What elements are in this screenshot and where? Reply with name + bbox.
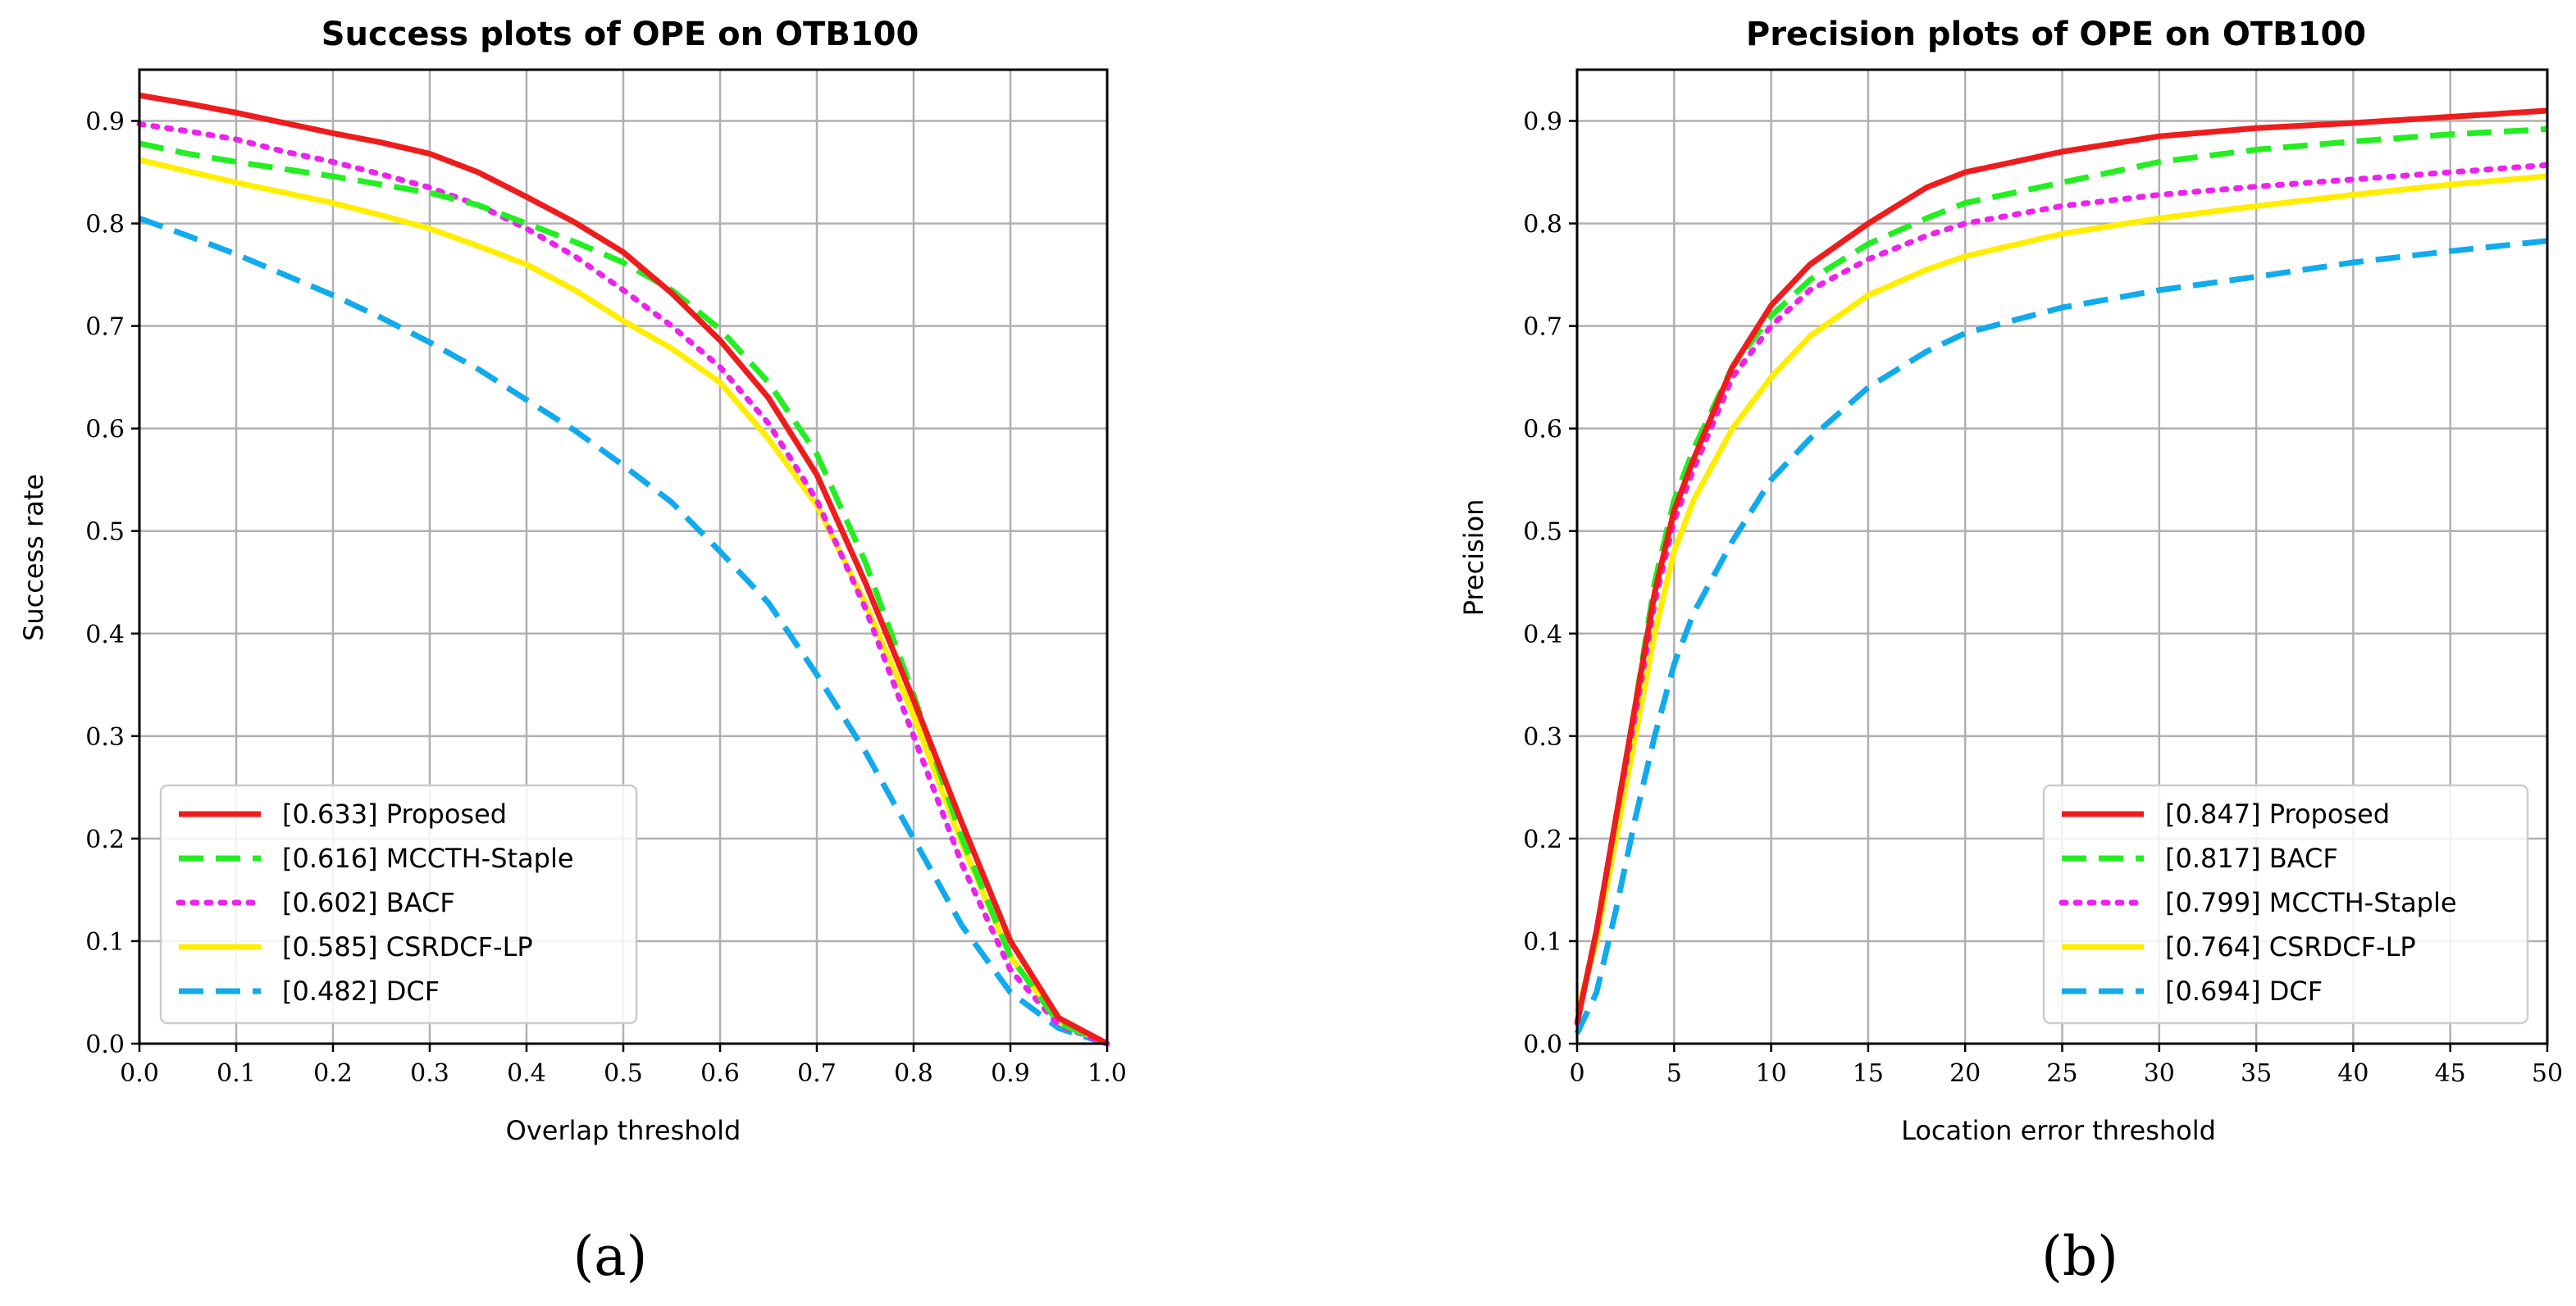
y-tick-label: 0.5 — [85, 518, 125, 547]
success-plot-legend: [0.633] Proposed [0.616] MCCTH-Staple [0.6… — [159, 784, 638, 1025]
x-tick-label: 0.8 — [894, 1059, 933, 1088]
legend-entry-label: [0.799] MCCTH-Staple — [2165, 887, 2457, 918]
y-tick-label: 0.9 — [85, 108, 125, 137]
series-line-0-585-csrdcf-lp — [139, 157, 1109, 1047]
success-plot-panel: Success plots of OPE on OTB100 0.0 0.1 0.2… — [18, 16, 1127, 1288]
legend-entry-label: [0.817] BACF — [2165, 843, 2338, 874]
x-tick-label: 25 — [2046, 1059, 2077, 1088]
legend-box — [159, 784, 638, 1025]
legend-box — [2042, 784, 2529, 1025]
y-tick-label: 0.5 — [1523, 518, 1562, 547]
y-tick-label: 0.8 — [1523, 211, 1562, 239]
legend-entry-label: [0.585] CSRDCF-LP — [282, 931, 533, 962]
panel-label-b: (b) — [2041, 1225, 2118, 1288]
precision-plot-y-axis-label: Precision — [1458, 499, 1489, 617]
y-tick-label: 0.4 — [1523, 621, 1562, 649]
precision-plot-legend: [0.847] Proposed [0.817] BACF [0.799] MCCT… — [2042, 784, 2529, 1025]
precision-plot-x-axis-label: Location error threshold — [1901, 1115, 2216, 1146]
y-tick-label: 0.3 — [85, 723, 125, 752]
x-tick-label: 1.0 — [1087, 1059, 1127, 1088]
series-line-0-482-dcf — [138, 216, 1109, 1047]
series-line-0-633-proposed — [139, 92, 1109, 1047]
y-tick-label: 0.1 — [1523, 928, 1562, 957]
legend-entry-label: [0.633] Proposed — [282, 799, 507, 830]
legend-entry-label: [0.694] DCF — [2165, 976, 2323, 1007]
x-tick-label: 20 — [1949, 1059, 1981, 1088]
success-plot-ticks: 0.0 0.1 0.2 0.3 0.4 0.5 0.6 0.7 0.8 0.9 1.0 0.0 0.1 0… — [85, 108, 1127, 1088]
x-tick-label: 0.1 — [217, 1059, 256, 1088]
series-line-0-616-mccth-staple — [139, 140, 1109, 1047]
series-line-0-694-dcf — [1574, 238, 2548, 1035]
series-line-0-764-csrdcf-lp — [1574, 173, 2548, 1014]
legend-entry-label: [0.764] CSRDCF-LP — [2165, 931, 2416, 962]
x-tick-label: 0.3 — [410, 1059, 449, 1088]
y-tick-label: 0.4 — [85, 621, 125, 649]
y-tick-label: 0.0 — [1523, 1031, 1562, 1059]
y-tick-label: 0.8 — [85, 211, 125, 239]
panel-label-a: (a) — [573, 1225, 648, 1288]
legend-entry-label: [0.482] DCF — [282, 976, 440, 1007]
x-tick-label: 15 — [1853, 1059, 1884, 1088]
x-tick-label: 35 — [2241, 1059, 2272, 1088]
series-line-0-602-bacf — [136, 121, 1110, 1047]
x-tick-label: 10 — [1756, 1059, 1787, 1088]
success-plot-y-axis-label: Success rate — [18, 474, 49, 641]
x-tick-label: 40 — [2337, 1059, 2369, 1088]
legend-entry-label: [0.847] Proposed — [2165, 799, 2390, 830]
precision-plot-ticks: 0 5 10 15 20 25 30 35 40 45 50 0.0 0.1 0.2 0.3 0.4 0.5 0.… — [1523, 108, 2563, 1088]
x-tick-label: 0.9 — [991, 1059, 1030, 1088]
legend-entry-label: [0.602] BACF — [282, 887, 455, 918]
success-plot-title: Success plots of OPE on OTB100 — [321, 16, 919, 53]
y-tick-label: 0.2 — [85, 826, 125, 854]
x-tick-label: 0.5 — [604, 1059, 643, 1088]
precision-plot-series — [1574, 107, 2551, 1035]
legend-entry-label: [0.616] MCCTH-Staple — [282, 843, 574, 874]
y-tick-label: 0.1 — [85, 928, 125, 957]
x-tick-label: 0.0 — [120, 1059, 159, 1088]
y-tick-label: 0.6 — [85, 416, 125, 444]
y-tick-label: 0.3 — [1523, 723, 1562, 752]
x-tick-label: 45 — [2435, 1059, 2466, 1088]
y-tick-label: 0.7 — [1523, 313, 1562, 342]
success-plot-x-axis-label: Overlap threshold — [506, 1115, 741, 1146]
y-tick-label: 0.0 — [85, 1031, 125, 1059]
x-tick-label: 0 — [1569, 1059, 1584, 1088]
y-tick-label: 0.7 — [85, 313, 125, 342]
x-tick-label: 0.4 — [507, 1059, 546, 1088]
x-tick-label: 0.7 — [797, 1059, 837, 1088]
precision-plot-title: Precision plots of OPE on OTB100 — [1746, 16, 2366, 53]
series-line-0-817-bacf — [1574, 126, 2548, 1024]
x-tick-label: 30 — [2144, 1059, 2175, 1088]
y-tick-label: 0.2 — [1523, 826, 1562, 854]
x-tick-label: 5 — [1666, 1059, 1682, 1088]
y-tick-label: 0.9 — [1523, 108, 1562, 137]
y-tick-label: 0.6 — [1523, 416, 1562, 444]
x-tick-label: 0.6 — [700, 1059, 740, 1088]
series-line-0-847-proposed — [1574, 107, 2548, 1024]
precision-plot-panel: Precision plots of OPE on OTB100 0 5 10 15 2… — [1458, 16, 2563, 1288]
x-tick-label: 0.2 — [313, 1059, 353, 1088]
x-tick-label: 50 — [2532, 1059, 2563, 1088]
success-plot-series — [136, 92, 1110, 1047]
